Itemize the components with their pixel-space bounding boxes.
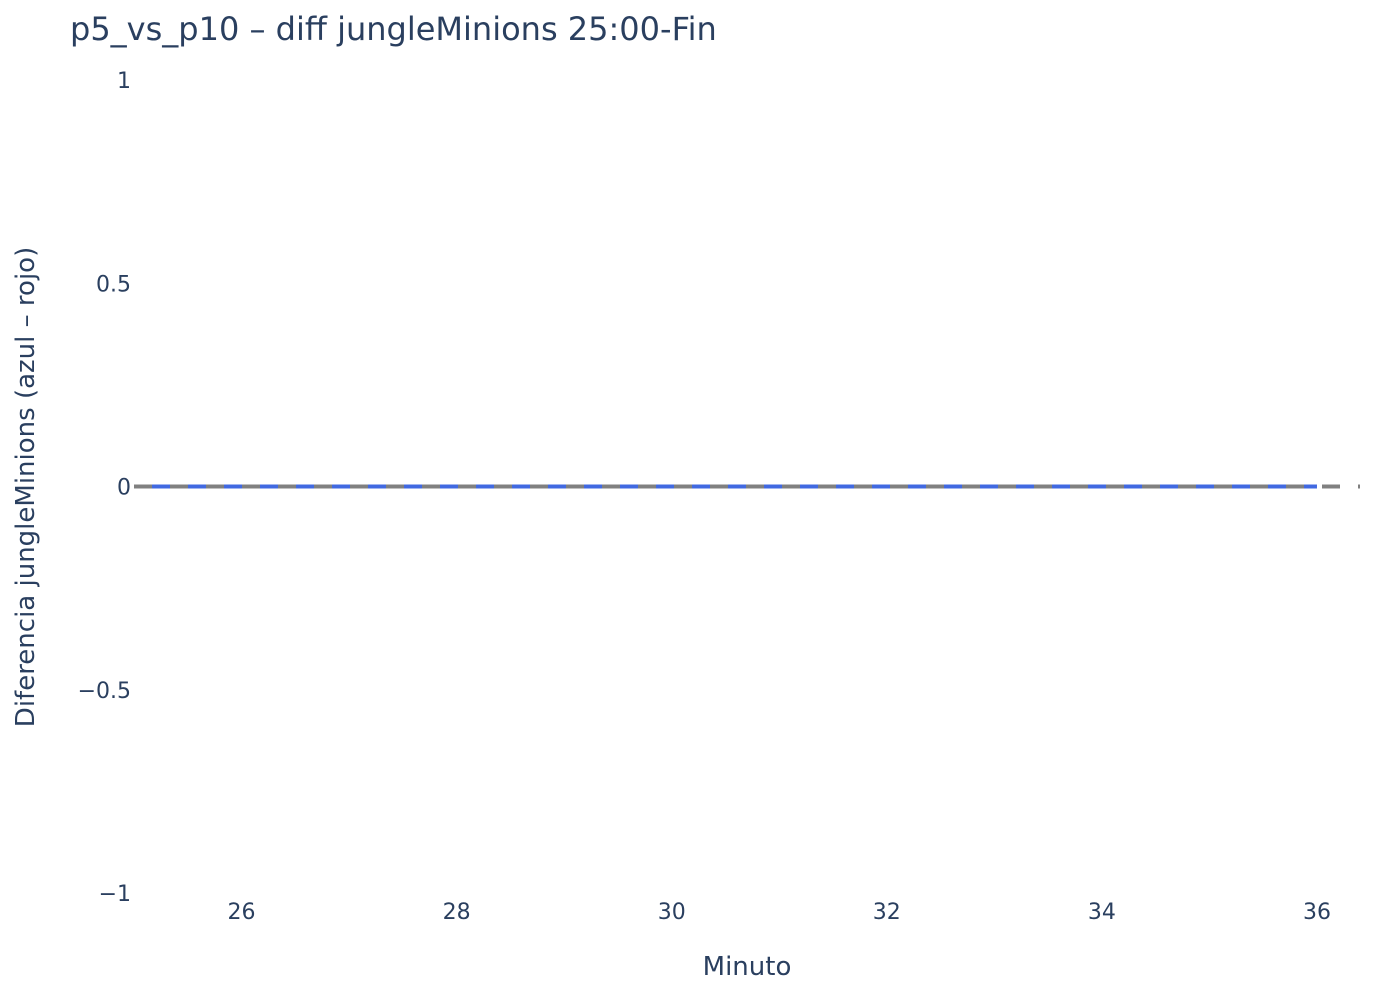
y-axis-ticks: 1 0.5 0 −0.5 −1 [78,69,131,907]
x-tick-label: 36 [1303,900,1331,925]
y-tick-label: −0.5 [78,679,131,704]
y-tick-label: −1 [99,882,131,907]
y-axis-title: Diferencia jungleMinions (azul – rojo) [11,247,41,727]
y-tick-label: 0.5 [96,272,131,297]
x-axis-title: Minuto [703,952,792,982]
x-tick-label: 26 [228,900,256,925]
y-tick-label: 0 [117,476,131,501]
x-tick-label: 30 [658,900,686,925]
x-tick-label: 34 [1088,900,1116,925]
x-tick-label: 28 [443,900,471,925]
chart-title: p5_vs_p10 – diff jungleMinions 25:00-Fin [70,10,717,48]
x-tick-label: 32 [873,900,901,925]
y-tick-label: 1 [117,69,131,94]
x-axis-ticks: 26 28 30 32 34 36 [228,900,1331,925]
